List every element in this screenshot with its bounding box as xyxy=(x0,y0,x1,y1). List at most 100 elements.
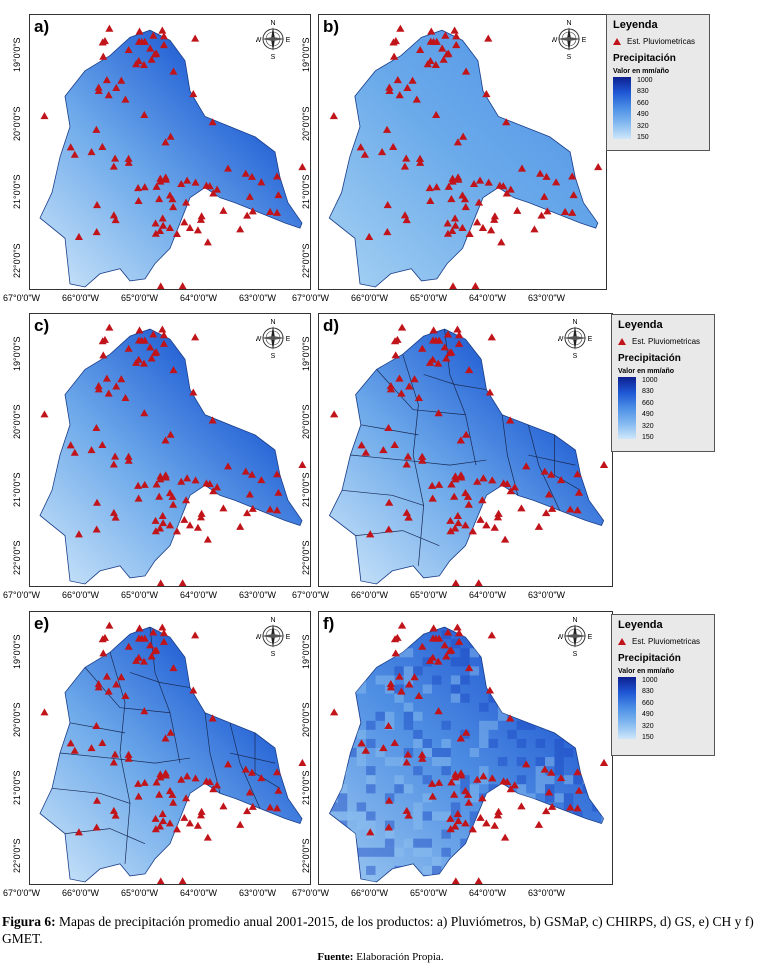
station-marker xyxy=(450,214,460,222)
basin-boundary xyxy=(59,752,191,764)
station-marker xyxy=(159,41,168,49)
station-marker xyxy=(111,154,120,162)
station-marker xyxy=(156,282,165,289)
station-marker xyxy=(443,229,453,237)
station-marker xyxy=(273,172,282,180)
station-marker xyxy=(159,221,168,229)
station-marker xyxy=(357,739,366,747)
station-marker xyxy=(111,452,120,460)
station-marker xyxy=(599,460,609,468)
station-marker xyxy=(502,189,511,197)
station-marker xyxy=(149,628,158,636)
station-marker xyxy=(274,191,283,199)
station-marker xyxy=(158,623,167,631)
station-marker xyxy=(169,500,178,508)
station-marker xyxy=(361,746,371,754)
station-marker xyxy=(146,343,155,351)
station-marker xyxy=(158,26,167,34)
station-marker xyxy=(487,631,496,639)
legend-top: Leyenda Est. Pluviometricas Precipitació… xyxy=(606,14,710,151)
legend-subtitle: Precipitación xyxy=(618,353,681,364)
station-marker xyxy=(427,779,437,787)
station-marker xyxy=(536,169,545,177)
station-marker xyxy=(247,768,256,776)
station-marker xyxy=(147,55,156,63)
station-marker xyxy=(99,649,108,657)
station-marker xyxy=(573,506,582,514)
station-marker xyxy=(416,158,425,166)
station-marker xyxy=(87,148,96,156)
station-marker xyxy=(177,179,186,188)
station-marker xyxy=(191,631,200,639)
station-marker xyxy=(182,198,191,206)
station-marker xyxy=(427,27,436,35)
x-tick-label: 67°0'0"W xyxy=(3,888,41,898)
svg-text:S: S xyxy=(573,651,578,656)
station-marker xyxy=(356,143,365,151)
x-tick-label: 63°0'0"W xyxy=(528,888,566,898)
station-marker xyxy=(161,734,170,742)
station-marker xyxy=(395,91,404,99)
source-label: Fuente: xyxy=(317,951,354,963)
station-marker xyxy=(241,169,250,177)
station-marker xyxy=(464,798,474,806)
station-marker xyxy=(94,385,103,393)
station-marker xyxy=(100,335,109,343)
legend-tick: 490 xyxy=(637,111,649,119)
station-marker xyxy=(147,354,156,362)
station-marker xyxy=(473,477,482,485)
station-marker xyxy=(156,877,165,884)
station-marker xyxy=(149,330,158,338)
station-marker xyxy=(180,218,189,226)
station-marker xyxy=(121,691,130,700)
y-tick-label: 20°0'0"S xyxy=(301,404,311,439)
station-marker xyxy=(446,527,455,535)
station-marker xyxy=(447,646,456,654)
station-marker xyxy=(257,476,266,484)
station-marker xyxy=(208,416,217,424)
basin-boundary xyxy=(423,374,487,390)
svg-text:N: N xyxy=(270,20,275,27)
station-marker xyxy=(434,409,443,417)
station-marker xyxy=(573,804,582,812)
station-marker xyxy=(456,769,466,777)
station-marker xyxy=(416,45,425,54)
station-marker xyxy=(404,811,413,819)
station-marker xyxy=(389,142,398,151)
station-marker xyxy=(395,672,404,680)
station-marker xyxy=(497,238,506,246)
station-marker xyxy=(247,470,256,478)
station-marker xyxy=(442,652,451,660)
station-marker xyxy=(366,828,375,836)
station-marker xyxy=(329,112,338,120)
station-marker xyxy=(159,629,168,637)
station-marker xyxy=(393,335,402,343)
station-marker xyxy=(209,487,218,495)
legend-tick: 660 xyxy=(637,99,649,107)
station-marker xyxy=(156,177,165,185)
station-marker xyxy=(397,389,406,397)
station-marker xyxy=(484,178,493,186)
station-marker xyxy=(156,226,165,235)
svg-text:N: N xyxy=(572,319,577,326)
color-ramp xyxy=(613,77,631,139)
station-marker xyxy=(402,216,411,224)
station-marker xyxy=(105,24,114,32)
basin-boundary xyxy=(528,454,576,466)
station-marker xyxy=(397,323,407,331)
x-tick-label: 63°0'0"W xyxy=(239,888,277,898)
station-marker xyxy=(243,807,252,815)
legend-tick: 1000 xyxy=(642,377,658,384)
station-marker xyxy=(203,238,212,246)
svg-text:N: N xyxy=(566,20,571,27)
station-marker xyxy=(544,490,554,498)
station-marker xyxy=(474,579,483,586)
station-marker xyxy=(566,505,575,513)
station-marker xyxy=(447,778,456,786)
station-marker xyxy=(556,774,566,782)
station-marker xyxy=(257,774,266,782)
station-marker xyxy=(165,819,174,827)
station-marker xyxy=(569,191,578,199)
station-marker xyxy=(464,500,474,508)
station-marker xyxy=(152,480,161,488)
